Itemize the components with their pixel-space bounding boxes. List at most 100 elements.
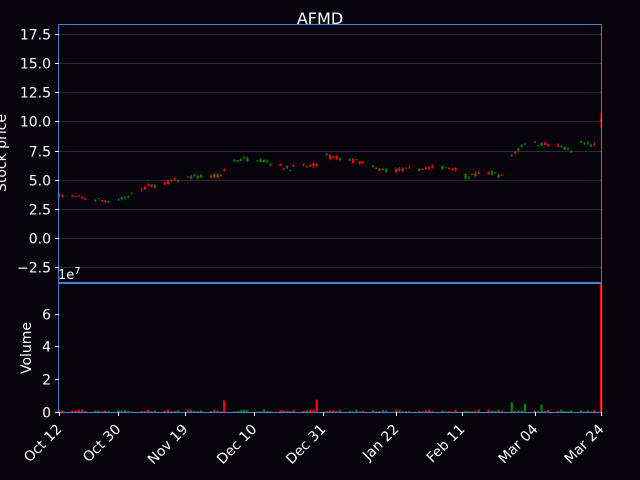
volume-bar (140, 411, 143, 412)
volume-bar (348, 410, 351, 412)
volume-bar (355, 409, 358, 412)
candle-body (84, 199, 87, 201)
candle-body (490, 171, 494, 175)
candle-body (150, 184, 153, 188)
volume-bar (147, 409, 150, 412)
volume-bar (77, 409, 80, 412)
volume-bar (123, 410, 127, 412)
candle-body (361, 162, 365, 164)
candle-body (447, 167, 451, 169)
volume-bar (292, 409, 295, 412)
volume-bar (385, 410, 388, 412)
candle-body (338, 158, 342, 160)
candle-body (223, 169, 226, 171)
candle-body (239, 159, 242, 162)
candle-body (213, 174, 216, 178)
volume-bar (378, 411, 381, 412)
candle-body (332, 156, 335, 158)
candle-body (153, 184, 156, 188)
candle-body (140, 188, 143, 190)
candle-body (219, 175, 223, 177)
x-tick-label: Oct 30 (80, 422, 124, 466)
candle-body (61, 195, 64, 197)
volume-bar (127, 410, 130, 412)
volume-bar (309, 409, 312, 412)
volume-bar (497, 409, 500, 412)
candle-body (494, 172, 497, 174)
candle-body (583, 143, 586, 145)
volume-bar (394, 409, 398, 412)
candle-body (427, 167, 431, 169)
candle-body (193, 174, 196, 176)
candle-body (497, 174, 500, 178)
candle-body (190, 176, 193, 180)
volume-bar (401, 411, 404, 412)
volume-bar (289, 411, 292, 412)
volume-bar (176, 410, 180, 412)
volume-bar (533, 410, 537, 412)
candle-body (394, 169, 398, 173)
candle-body (233, 159, 236, 162)
volume-bar (404, 410, 408, 412)
volume-bar (566, 411, 570, 412)
candle-body (556, 144, 560, 147)
candle-body (325, 154, 328, 156)
volume-bar (424, 410, 427, 412)
volume-bar (325, 411, 328, 412)
volume-bar (209, 411, 213, 412)
volume-axis-label: Volume (19, 322, 35, 374)
price-tick-label: 2.5 (29, 203, 51, 219)
volume-bar (153, 410, 156, 412)
candle-body (163, 182, 166, 185)
candle-body (117, 199, 120, 201)
volume-bar (431, 411, 434, 412)
volume-bar (490, 410, 494, 412)
volume-bar (223, 400, 226, 412)
volume-bar (540, 404, 543, 412)
candle-body (431, 165, 434, 167)
candle-body (242, 157, 246, 159)
candle-body (408, 167, 411, 169)
candle-body (309, 165, 312, 167)
volume-bar (470, 410, 474, 412)
volume-bar (120, 410, 123, 412)
volume-bar (305, 410, 309, 412)
volume-bar (173, 411, 176, 412)
candle-body (560, 146, 563, 148)
volume-bar (104, 410, 107, 412)
volume-axes-frame (58, 283, 602, 413)
volume-bar (107, 410, 110, 412)
volume-bar (523, 403, 527, 412)
candle-body (589, 144, 593, 147)
candle-body (256, 160, 259, 162)
x-tick-label: Oct 12 (21, 422, 65, 466)
volume-multiplier-label: 1e7 (58, 266, 81, 283)
candle-body (500, 174, 504, 176)
volume-bar (332, 410, 335, 412)
candle-body (371, 165, 375, 167)
volume-bar (418, 410, 421, 412)
candle-body (312, 163, 315, 167)
candle-body (209, 175, 213, 178)
volume-bar (74, 410, 77, 412)
candle-body (398, 168, 401, 171)
y-ticks: −2.5 0.0 2.5 5.0 7.5 10.0 12.5 15.0 17.5 (17, 28, 59, 277)
candle-body (418, 168, 421, 172)
volume-bar (546, 410, 550, 412)
volume-bar (166, 409, 170, 412)
volume-bar (375, 411, 378, 412)
candle-body (196, 176, 199, 179)
volume-bar (467, 411, 470, 412)
candle-body (454, 168, 457, 171)
volume-bar (312, 409, 315, 412)
candle-body (289, 170, 292, 172)
price-tick-label: −2.5 (17, 261, 51, 277)
candle-body (487, 172, 490, 175)
volume-bar (543, 411, 546, 412)
candle-body (100, 200, 104, 202)
candle-body (279, 164, 282, 166)
volume-bar (593, 410, 596, 412)
x-tick-label: Feb 11 (424, 422, 469, 467)
volume-bar (371, 409, 375, 412)
volume-bar (517, 410, 520, 412)
